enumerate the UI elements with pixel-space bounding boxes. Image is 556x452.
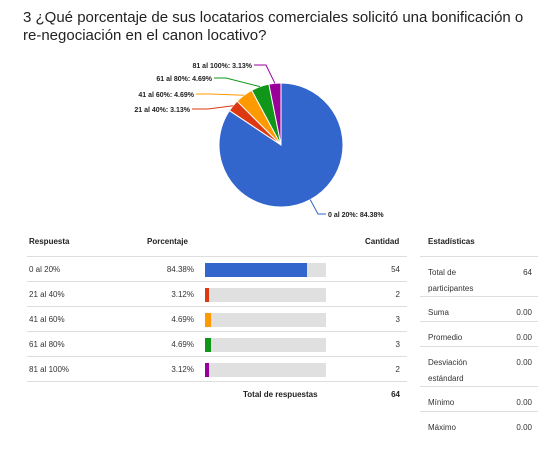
bar-track	[205, 313, 326, 327]
stat-label: Mínimo	[428, 398, 455, 407]
stats-row: Máximo 0.00	[420, 411, 538, 437]
table-divider	[27, 381, 407, 382]
stats-row: Suma 0.00	[420, 296, 538, 322]
stat-value: 0.00	[516, 423, 532, 432]
pie-chart: 0 al 20%: 84.38% 21 al 40%: 3.13% 41 al 60…	[134, 63, 384, 219]
row-label: 0 al 20%	[29, 265, 61, 274]
pie-slice-label: 0 al 20%: 84.38%	[328, 212, 384, 219]
stat-label: Promedio	[428, 333, 463, 342]
pie-leader-line	[254, 64, 276, 84]
stat-value: 0.00	[516, 308, 532, 317]
stat-value: 64	[523, 268, 532, 277]
row-percent: 3.12%	[171, 365, 194, 374]
bar-fill	[205, 338, 211, 352]
total-value: 64	[391, 390, 400, 399]
row-label: 81 al 100%	[29, 365, 70, 374]
stat-label: Total de participantes	[428, 268, 474, 293]
bar-fill	[205, 263, 308, 277]
bar-track	[205, 263, 326, 277]
stat-label: Desviación estándard	[428, 358, 468, 383]
row-count: 54	[391, 265, 400, 274]
row-count: 2	[395, 290, 400, 299]
row-percent: 84.38%	[166, 265, 194, 274]
pie-slice-label: 61 al 80%: 4.69%	[156, 76, 212, 83]
stat-value: 0.00	[516, 358, 532, 367]
row-label: 61 al 80%	[29, 340, 65, 349]
pie-leader-line	[196, 93, 245, 96]
bar-track	[205, 338, 326, 352]
header-respuesta: Respuesta	[29, 237, 70, 246]
pie-slice-label: 81 al 100%: 3.13%	[192, 63, 252, 70]
header-cantidad: Cantidad	[365, 237, 400, 246]
table-row: 0 al 20% 84.38% 54	[27, 256, 407, 282]
bar-fill	[205, 363, 209, 377]
row-count: 2	[395, 365, 400, 374]
stat-label: Máximo	[428, 423, 457, 432]
stats-row: Total de participantes 64	[420, 256, 538, 297]
pie-slice-label: 21 al 40%: 3.13%	[134, 107, 190, 114]
stat-value: 0.00	[516, 333, 532, 342]
stats-row: Promedio 0.00	[420, 321, 538, 347]
pie-slice	[268, 82, 282, 146]
stat-label: Suma	[428, 308, 449, 317]
pie-slice-label: 41 al 60%: 4.69%	[138, 92, 194, 99]
stats-header: Estadísticas	[428, 237, 475, 246]
bar-track	[205, 363, 326, 377]
table-row: 21 al 40% 3.12% 2	[27, 281, 407, 307]
stats-row: Mínimo 0.00	[420, 386, 538, 412]
table-row: 41 al 60% 4.69% 3	[27, 306, 407, 332]
pie-leader-line	[214, 77, 261, 88]
row-percent: 3.12%	[171, 290, 194, 299]
pie-leader-line	[192, 105, 234, 110]
row-label: 41 al 60%	[29, 315, 65, 324]
bar-fill	[205, 288, 209, 302]
row-percent: 4.69%	[171, 315, 194, 324]
bar-track	[205, 288, 326, 302]
stats-row: Desviación estándard 0.00	[420, 346, 538, 387]
question-title: 3 ¿Qué porcentaje de sus locatarios come…	[23, 9, 524, 44]
row-count: 3	[395, 315, 400, 324]
table-row: 81 al 100% 3.12% 2	[27, 356, 407, 382]
pie-leader-line	[309, 199, 326, 215]
bar-fill	[205, 313, 211, 327]
row-label: 21 al 40%	[29, 290, 65, 299]
total-label: Total de respuestas	[243, 390, 318, 399]
stat-value: 0.00	[516, 398, 532, 407]
row-percent: 4.69%	[171, 340, 194, 349]
table-row: 61 al 80% 4.69% 3	[27, 331, 407, 357]
header-porcentaje: Porcentaje	[147, 237, 188, 246]
row-count: 3	[395, 340, 400, 349]
